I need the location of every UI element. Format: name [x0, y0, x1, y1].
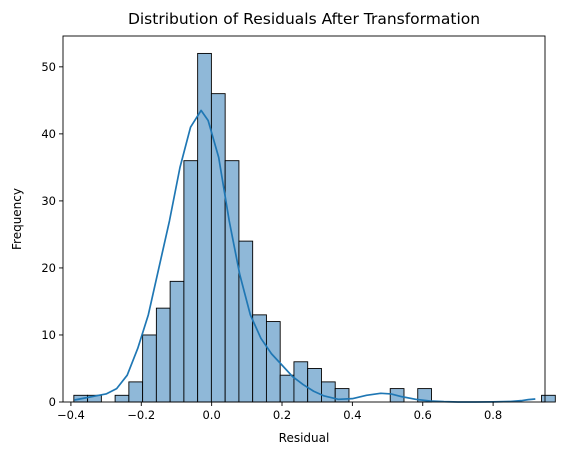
histogram-bar: [224, 160, 240, 403]
histogram-bar: [169, 280, 185, 403]
x-axis-label: Residual: [279, 431, 330, 445]
x-tick-label: 0.4: [343, 408, 361, 422]
x-tick-label: 0.6: [414, 408, 432, 422]
histogram-bar: [238, 240, 254, 403]
histogram-bar: [183, 160, 199, 403]
y-tick-label: 10: [41, 328, 56, 342]
chart-title: Distribution of Residuals After Transfor…: [128, 10, 480, 28]
histogram-bar: [114, 394, 130, 403]
x-tick-label: −0.4: [57, 408, 85, 422]
x-tick-label: −0.2: [127, 408, 155, 422]
y-tick-label: 40: [41, 127, 56, 141]
histogram-bar: [142, 334, 157, 403]
histogram-bar: [307, 368, 322, 403]
histogram-bar: [197, 52, 212, 403]
histogram-bar: [279, 374, 295, 403]
x-tick-label: 0.8: [484, 408, 502, 422]
y-tick-label: 50: [41, 60, 56, 74]
histogram-bar: [155, 307, 171, 403]
histogram-bar: [541, 394, 556, 403]
axes-layer: −0.4 −0.2 0.0 0.2 0.4 0.6 0.8 0 10 20 30 40 50: [41, 35, 546, 422]
histogram-bar: [128, 381, 144, 403]
y-tick-label: 0: [49, 395, 56, 409]
y-axis-label: Frequency: [10, 188, 24, 250]
y-tick-label: 30: [41, 194, 56, 208]
bars-layer: [73, 52, 556, 403]
x-tick-label: 0.2: [273, 408, 291, 422]
y-tick-label: 20: [41, 261, 56, 275]
histogram-bar: [252, 314, 267, 403]
x-tick-label: 0.0: [202, 408, 220, 422]
plot-frame: [62, 35, 546, 403]
histogram-bar: [321, 381, 336, 403]
